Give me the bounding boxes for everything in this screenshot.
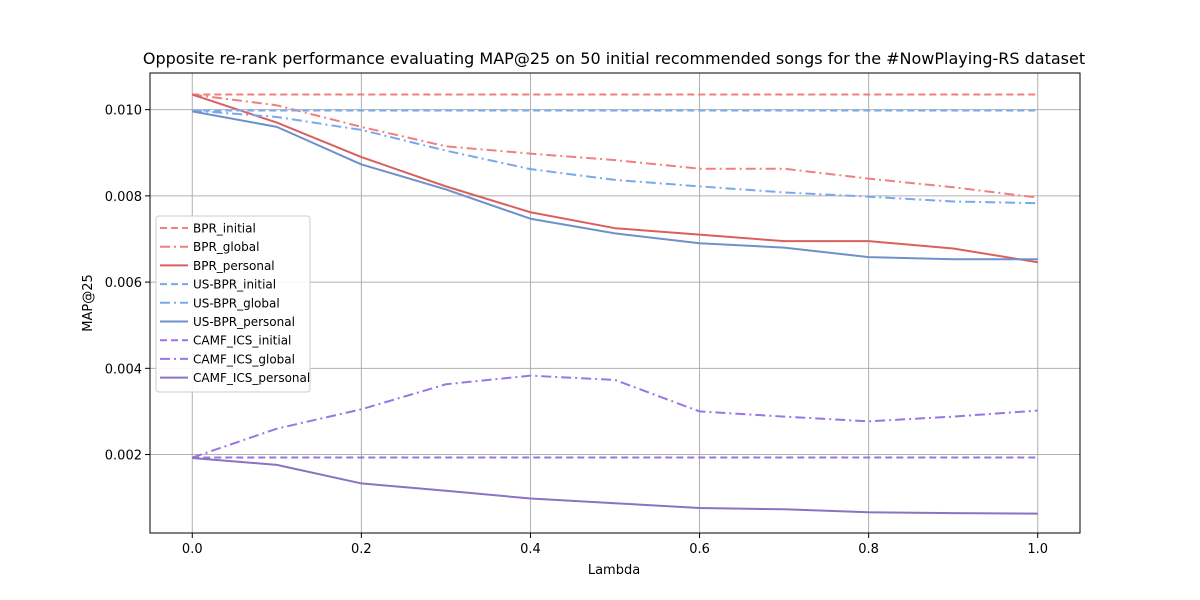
series-line-camf-ics-personal bbox=[192, 456, 1038, 515]
y-tick-label: 0.010 bbox=[105, 104, 142, 119]
x-axis-label: Lambda bbox=[588, 563, 640, 578]
x-tick-label: 0.0 bbox=[182, 542, 203, 557]
y-tick-label: 0.006 bbox=[105, 276, 142, 291]
series-line-us-bpr-personal bbox=[192, 110, 1038, 261]
legend-label: CAMF_ICS_initial bbox=[193, 334, 291, 348]
legend-label: US-BPR_initial bbox=[193, 278, 276, 292]
series-line-bpr-global bbox=[192, 93, 1038, 199]
x-tick-label: 0.8 bbox=[858, 542, 879, 557]
x-tick-label: 0.6 bbox=[689, 542, 710, 557]
y-tick-label: 0.008 bbox=[105, 190, 142, 205]
legend-label: US-BPR_personal bbox=[193, 315, 295, 329]
legend: BPR_initial BPR_global BPR_personal US-BPR_… bbox=[155, 215, 311, 393]
legend-label: BPR_global bbox=[193, 240, 259, 254]
series-line-us-bpr-global bbox=[192, 109, 1038, 205]
y-axis-label: MAP@25 bbox=[81, 274, 96, 332]
legend-items: BPR_initial BPR_global BPR_personal US-BPR_… bbox=[160, 222, 310, 385]
y-tick-label: 0.004 bbox=[105, 362, 142, 377]
legend-label: CAMF_ICS_global bbox=[193, 352, 295, 366]
series-layer bbox=[191, 93, 1038, 515]
x-tick-label: 1.0 bbox=[1027, 542, 1048, 557]
tick-layer: 0.0 0.2 0.4 0.6 0.8 1.0 0.002 0.004 0.006 0.008 0.… bbox=[105, 104, 1048, 557]
legend-box bbox=[155, 215, 311, 393]
legend-label: BPR_initial bbox=[193, 222, 256, 236]
legend-label: BPR_personal bbox=[193, 259, 275, 273]
y-tick-label: 0.002 bbox=[105, 449, 142, 464]
chart-title: Opposite re-rank performance evaluating … bbox=[143, 49, 1085, 68]
x-tick-label: 0.4 bbox=[520, 542, 541, 557]
legend-label: CAMF_ICS_personal bbox=[193, 371, 310, 385]
x-tick-label: 0.2 bbox=[351, 542, 372, 557]
series-line-camf-ics-global bbox=[191, 374, 1038, 459]
series-line-bpr-personal bbox=[191, 93, 1038, 264]
plot-frame bbox=[149, 72, 1081, 534]
legend-label: US-BPR_global bbox=[193, 296, 280, 310]
